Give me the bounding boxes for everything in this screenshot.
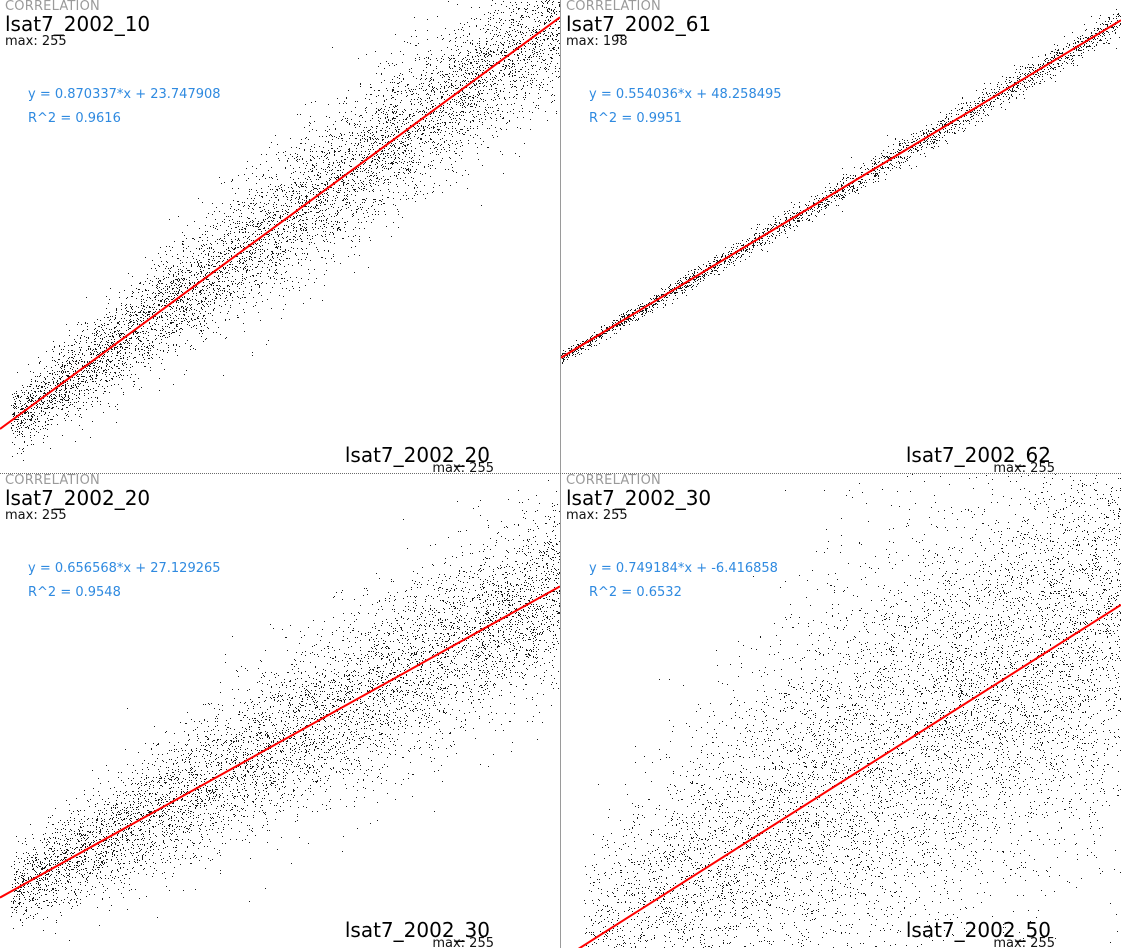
y-max-label-1: max: 255 <box>5 34 67 49</box>
scatter-points-path-1 <box>11 0 560 461</box>
x-max-label-3: max: 255 <box>432 936 494 948</box>
regression-equation-2: y = 0.554036*x + 48.258495 <box>589 87 782 102</box>
panel-tag-2: CORRELATION <box>566 0 661 14</box>
panel-header-4: CORRELATION lsat7_2002_30 max: 255 <box>566 474 711 522</box>
panel-tag-4: CORRELATION <box>566 474 661 488</box>
panel-header-3: CORRELATION lsat7_2002_20 max: 255 <box>5 474 150 522</box>
y-max-label-4: max: 255 <box>566 508 628 523</box>
regression-line-4 <box>577 603 1121 948</box>
correlation-panel-2: CORRELATION lsat7_2002_61 max: 198 y = 0… <box>561 0 1121 473</box>
correlation-panel-4: CORRELATION lsat7_2002_30 max: 255 y = 0… <box>561 474 1121 948</box>
panel-tag-1: CORRELATION <box>5 0 100 14</box>
x-band-label-1: lsat7_2002_20 <box>344 443 490 467</box>
scatter-points-path-2 <box>561 9 1121 364</box>
scatter-points-path-3 <box>11 480 560 941</box>
y-band-label-3: lsat7_2002_20 <box>5 486 151 510</box>
regression-stats-3: y = 0.656568*x + 27.129265 R^2 = 0.9548 <box>28 557 221 605</box>
horizontal-divider <box>0 473 1121 474</box>
vertical-divider <box>560 0 561 948</box>
correlation-panel-3: CORRELATION lsat7_2002_20 max: 255 y = 0… <box>0 474 560 948</box>
scatter-points-4 <box>584 474 1121 948</box>
y-band-label-1: lsat7_2002_10 <box>5 12 151 36</box>
panel-header-1: CORRELATION lsat7_2002_10 max: 255 <box>5 0 150 48</box>
regression-line-2 <box>561 19 1121 359</box>
scatter-points-2 <box>561 9 1121 364</box>
regression-stats-4: y = 0.749184*x + -6.416858 R^2 = 0.6532 <box>589 557 778 605</box>
y-max-label-3: max: 255 <box>5 508 67 523</box>
x-max-label-4: max: 255 <box>993 936 1055 948</box>
y-max-label-2: max: 198 <box>566 34 628 49</box>
x-max-label-1: max: 255 <box>432 461 494 473</box>
x-band-label-4: lsat7_2002_50 <box>905 918 1051 942</box>
r-squared-2: R^2 = 0.9951 <box>589 111 682 126</box>
scatter-points-3 <box>11 480 560 941</box>
scatter-plot-1 <box>0 0 560 461</box>
y-band-label-4: lsat7_2002_30 <box>566 486 712 510</box>
panel-header-2: CORRELATION lsat7_2002_61 max: 198 <box>566 0 711 48</box>
scatter-plot-2 <box>561 9 1121 364</box>
regression-stats-2: y = 0.554036*x + 48.258495 R^2 = 0.9951 <box>589 83 782 131</box>
r-squared-4: R^2 = 0.6532 <box>589 585 682 600</box>
y-band-label-2: lsat7_2002_61 <box>566 12 712 36</box>
regression-line-1 <box>0 16 560 430</box>
scatter-points-path-4 <box>584 474 1121 948</box>
regression-stats-1: y = 0.870337*x + 23.747908 R^2 = 0.9616 <box>28 83 221 131</box>
regression-equation-1: y = 0.870337*x + 23.747908 <box>28 87 221 102</box>
scatter-plot-4 <box>577 474 1121 948</box>
x-band-label-3: lsat7_2002_30 <box>344 918 490 942</box>
scatter-points-1 <box>11 0 560 461</box>
regression-equation-4: y = 0.749184*x + -6.416858 <box>589 561 778 576</box>
r-squared-3: R^2 = 0.9548 <box>28 585 121 600</box>
scatter-plot-3 <box>0 480 560 941</box>
regression-line-3 <box>0 585 560 899</box>
regression-equation-3: y = 0.656568*x + 27.129265 <box>28 561 221 576</box>
x-band-label-2: lsat7_2002_62 <box>905 443 1051 467</box>
panel-tag-3: CORRELATION <box>5 474 100 488</box>
r-squared-1: R^2 = 0.9616 <box>28 111 121 126</box>
x-max-label-2: max: 255 <box>993 461 1055 473</box>
correlation-panel-1: CORRELATION lsat7_2002_10 max: 255 y = 0… <box>0 0 560 473</box>
